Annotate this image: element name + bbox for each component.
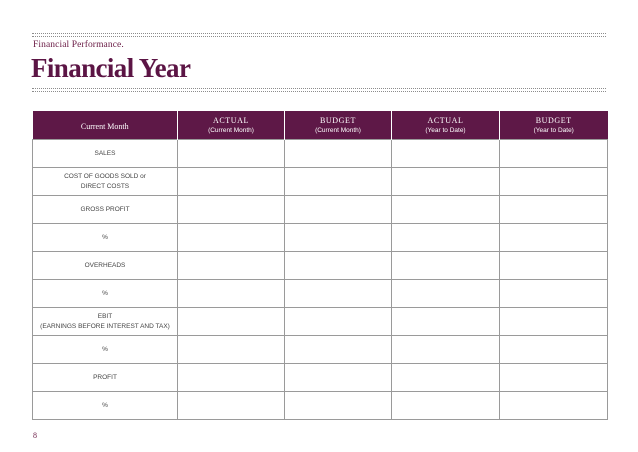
row-label-line: COST OF GOODS SOLD or xyxy=(64,172,146,180)
row-label-line: GROSS PROFIT xyxy=(80,205,130,213)
value-cell[interactable] xyxy=(284,251,392,280)
title-divider-line xyxy=(32,88,606,89)
row-label: % xyxy=(32,223,178,252)
value-cell[interactable] xyxy=(177,167,285,196)
value-cell[interactable] xyxy=(499,195,608,224)
row-label-line: % xyxy=(102,233,108,241)
table-row: GROSS PROFIT xyxy=(32,195,608,224)
value-cell[interactable] xyxy=(499,279,608,308)
value-cell[interactable] xyxy=(391,279,500,308)
row-label: % xyxy=(32,335,178,364)
row-label-line: PROFIT xyxy=(93,373,117,381)
value-cell[interactable] xyxy=(391,307,500,336)
header-actual-year-to-date: ACTUAL (Year to Date) xyxy=(391,111,500,140)
row-label: COST OF GOODS SOLD or DIRECT COSTS xyxy=(32,167,178,196)
header-budget-current-month: BUDGET (Current Month) xyxy=(284,111,392,140)
table-row: SALES xyxy=(32,139,608,168)
table-row: % xyxy=(32,335,608,364)
value-cell[interactable] xyxy=(499,167,608,196)
header-current-month: Current Month xyxy=(32,111,178,140)
value-cell[interactable] xyxy=(284,167,392,196)
row-label-line-2: DIRECT COSTS xyxy=(80,182,130,190)
row-label: GROSS PROFIT xyxy=(32,195,178,224)
value-cell[interactable] xyxy=(499,223,608,252)
value-cell[interactable] xyxy=(177,195,285,224)
title-divider-line-secondary xyxy=(32,91,606,92)
row-label: EBIT (EARNINGS BEFORE INTEREST AND TAX) xyxy=(32,307,178,336)
value-cell[interactable] xyxy=(177,335,285,364)
value-cell[interactable] xyxy=(284,279,392,308)
value-cell[interactable] xyxy=(177,363,285,392)
table-row: COST OF GOODS SOLD or DIRECT COSTS xyxy=(32,167,608,196)
value-cell[interactable] xyxy=(391,139,500,168)
value-cell[interactable] xyxy=(177,139,285,168)
value-cell[interactable] xyxy=(499,391,608,420)
value-cell[interactable] xyxy=(284,363,392,392)
row-label-line: % xyxy=(102,289,108,297)
table-row: % xyxy=(32,279,608,308)
value-cell[interactable] xyxy=(177,223,285,252)
value-cell[interactable] xyxy=(284,223,392,252)
table-row: OVERHEADS xyxy=(32,251,608,280)
table-row: % xyxy=(32,391,608,420)
value-cell[interactable] xyxy=(391,167,500,196)
value-cell[interactable] xyxy=(177,251,285,280)
value-cell[interactable] xyxy=(499,251,608,280)
value-cell[interactable] xyxy=(499,363,608,392)
value-cell[interactable] xyxy=(391,391,500,420)
row-label-line: SALES xyxy=(94,149,116,157)
header-actual-current-month: ACTUAL (Current Month) xyxy=(177,111,285,140)
header-budget-year-to-date: BUDGET (Year to Date) xyxy=(499,111,608,140)
row-label: PROFIT xyxy=(32,363,178,392)
row-label: SALES xyxy=(32,139,178,168)
page-title: Financial Year xyxy=(31,53,191,83)
table-row: % xyxy=(32,223,608,252)
value-cell[interactable] xyxy=(391,195,500,224)
value-cell[interactable] xyxy=(284,335,392,364)
value-cell[interactable] xyxy=(284,391,392,420)
value-cell[interactable] xyxy=(177,307,285,336)
table-header-row: Current Month ACTUAL (Current Month) BUD… xyxy=(32,111,608,140)
value-cell[interactable] xyxy=(499,307,608,336)
value-cell[interactable] xyxy=(391,363,500,392)
value-cell[interactable] xyxy=(284,139,392,168)
value-cell[interactable] xyxy=(391,335,500,364)
value-cell[interactable] xyxy=(284,307,392,336)
top-divider-line xyxy=(32,33,606,34)
row-label-line-2: (EARNINGS BEFORE INTEREST AND TAX) xyxy=(40,322,170,330)
value-cell[interactable] xyxy=(177,279,285,308)
row-label: % xyxy=(32,279,178,308)
row-label: % xyxy=(32,391,178,420)
value-cell[interactable] xyxy=(499,335,608,364)
financial-year-table: Current Month ACTUAL (Current Month) BUD… xyxy=(32,111,608,420)
value-cell[interactable] xyxy=(391,251,500,280)
table-row: EBIT (EARNINGS BEFORE INTEREST AND TAX) xyxy=(32,307,608,336)
row-label: OVERHEADS xyxy=(32,251,178,280)
section-subtitle: Financial Performance. xyxy=(33,40,124,50)
row-label-line: OVERHEADS xyxy=(84,261,126,269)
value-cell[interactable] xyxy=(284,195,392,224)
value-cell[interactable] xyxy=(177,391,285,420)
value-cell[interactable] xyxy=(391,223,500,252)
table-row: PROFIT xyxy=(32,363,608,392)
row-label-line: % xyxy=(102,345,108,353)
value-cell[interactable] xyxy=(499,139,608,168)
page-number: 8 xyxy=(33,431,37,440)
row-label-line: EBIT xyxy=(97,312,113,320)
row-label-line: % xyxy=(102,401,108,409)
top-divider-line-secondary xyxy=(32,36,606,37)
